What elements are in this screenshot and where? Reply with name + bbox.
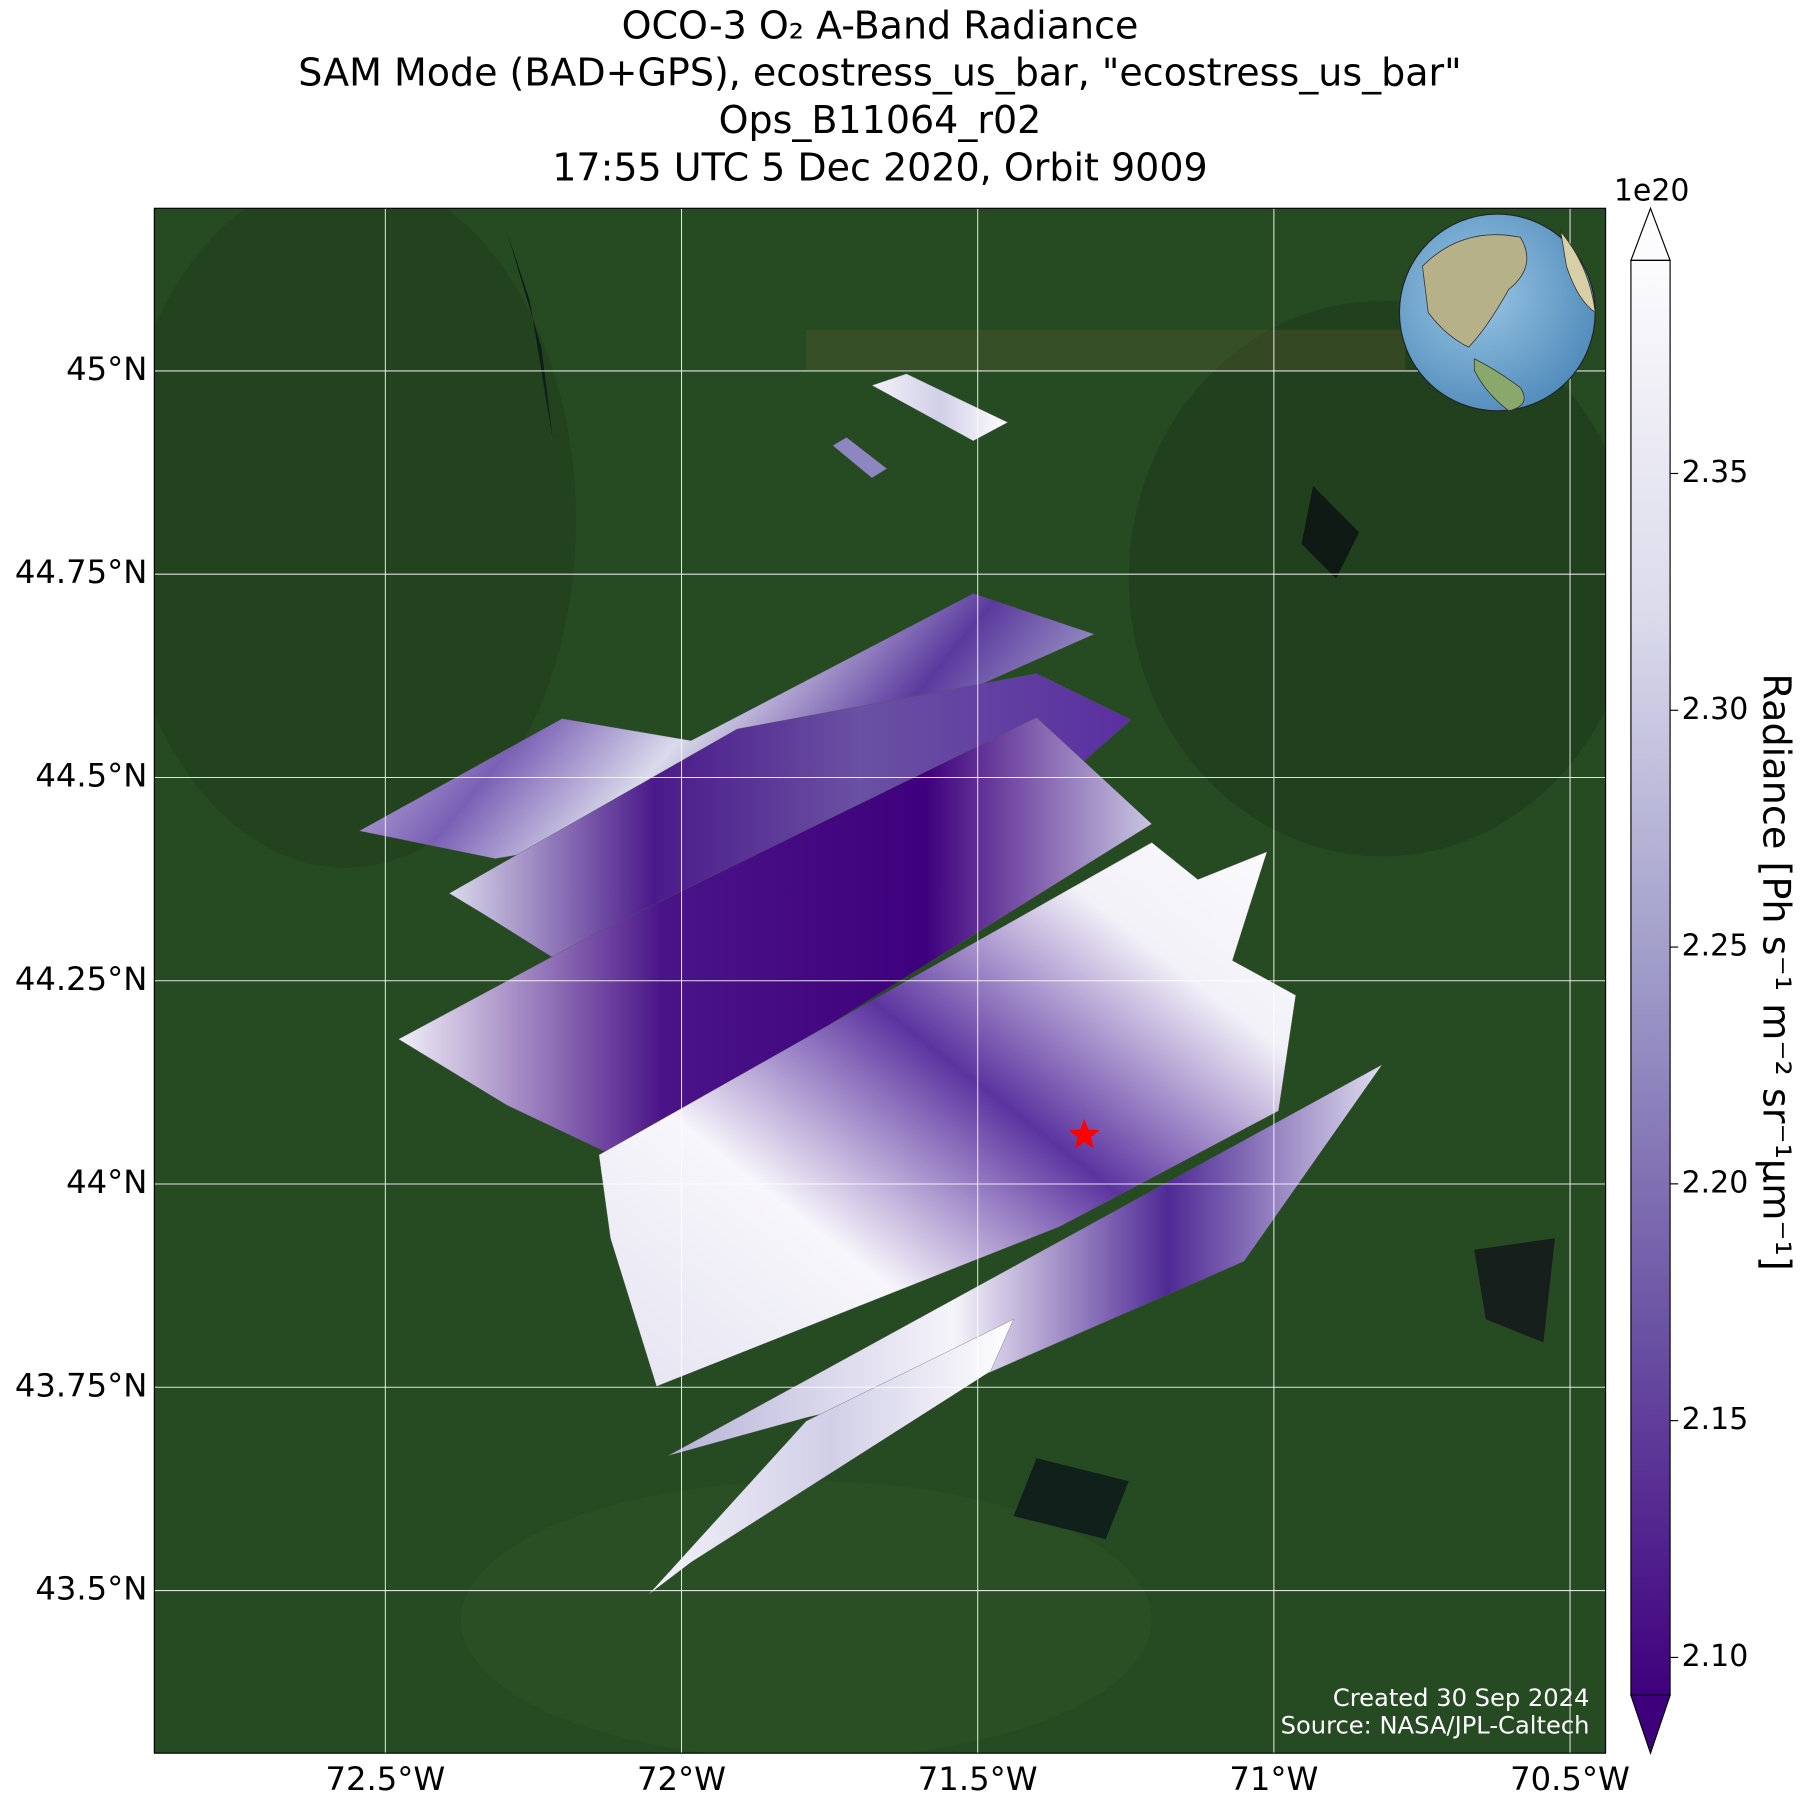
colorbar-frame [1630, 259, 1671, 1696]
map-frame [153, 207, 1607, 1754]
colorbar-label: Radiance [Ph s⁻¹ m⁻² sr⁻¹μm⁻¹] [1754, 673, 1798, 1270]
y-tick-label: 43.5°N [35, 1570, 147, 1608]
y-tick-label: 44.75°N [15, 553, 148, 591]
colorbar-multiplier: 1e20 [1614, 174, 1690, 209]
colorbar-tick-label: 2.10 [1682, 1639, 1749, 1674]
y-tick-label: 45°N [66, 350, 147, 388]
y-tick-label: 44.25°N [15, 960, 148, 998]
radiance-swaths [358, 373, 1383, 1595]
colorbar-tick-label: 2.25 [1682, 929, 1749, 964]
colorbar: 2.10 2.15 2.20 2.25 2.30 2.35 1e20 Radiance [Ph… [1614, 174, 1798, 1755]
x-tick-label: 72.5°W [325, 1760, 445, 1796]
colorbar-tick-label: 2.30 [1682, 692, 1749, 727]
colorbar-tick-label: 2.20 [1682, 1165, 1749, 1200]
x-tick-label: 71°W [1229, 1760, 1318, 1796]
site-marker [1068, 1119, 1100, 1149]
x-tick-label: 70.5°W [1510, 1760, 1630, 1796]
annotation: Created 30 Sep 2024 [1333, 1683, 1590, 1712]
y-tick-label: 44.5°N [35, 756, 147, 794]
gridlines [154, 208, 1606, 1754]
title-line: SAM Mode (BAD+GPS), ecostress_us_bar, "e… [298, 51, 1461, 95]
inset-globe [1398, 213, 1596, 412]
title-line: 17:55 UTC 5 Dec 2020, Orbit 9009 [552, 146, 1207, 190]
title-line: OCO-3 O₂ A-Band Radiance [622, 3, 1139, 47]
title-line: Ops_B11064_r02 [719, 98, 1042, 142]
x-tick-label: 71.5°W [918, 1760, 1038, 1796]
colorbar-extend-top [1630, 206, 1671, 261]
y-tick-label: 44°N [66, 1163, 147, 1201]
colorbar-extend-bottom [1630, 1694, 1671, 1755]
colorbar-tick-label: 2.35 [1682, 455, 1749, 490]
x-tick-label: 72°W [637, 1760, 726, 1796]
y-tick-label: 43.75°N [15, 1366, 148, 1404]
colorbar-body [1630, 260, 1671, 1696]
annotation: Source: NASA/JPL-Caltech [1281, 1711, 1590, 1740]
colorbar-tick-label: 2.15 [1682, 1402, 1749, 1437]
axis-ticks: 72.5°W 72°W 71.5°W 71°W 70.5°W 43.5°N 43.75°N 4… [15, 350, 1630, 1796]
